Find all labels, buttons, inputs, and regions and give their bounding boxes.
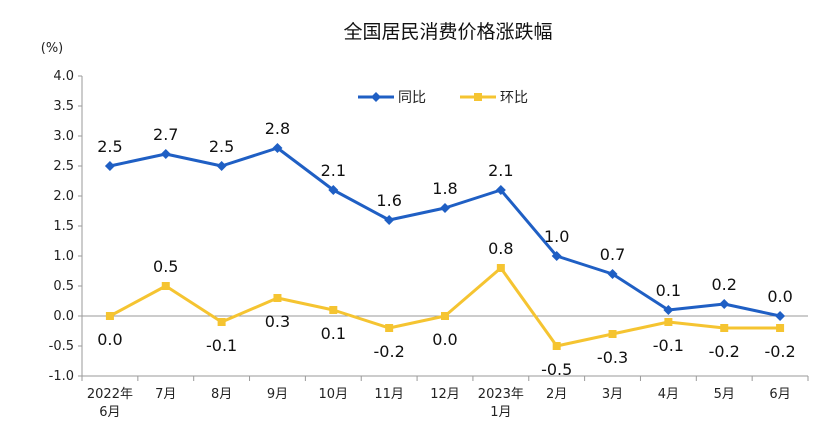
- series-marker: [496, 264, 505, 272]
- series-marker: [384, 215, 395, 225]
- series-marker: [608, 330, 617, 338]
- y-tick-label: 4.0: [53, 69, 74, 84]
- data-label: 0.0: [97, 330, 122, 349]
- data-label: 2.5: [209, 137, 234, 156]
- x-tick-label: 10月: [319, 387, 349, 402]
- data-label: 0.5: [153, 257, 178, 276]
- chart-title: 全国居民消费价格涨跌幅: [343, 21, 552, 43]
- series-marker: [664, 318, 673, 326]
- x-tick-label: 6月: [99, 405, 120, 420]
- x-tick-label: 3月: [602, 387, 623, 402]
- x-tick-label: 8月: [211, 387, 232, 402]
- legend-label: 同比: [398, 90, 426, 106]
- x-tick-label: 12月: [430, 387, 460, 402]
- series-marker: [272, 143, 283, 153]
- x-tick-label: 2023年: [478, 387, 524, 402]
- data-label: 1.6: [376, 191, 401, 210]
- x-tick-label: 5月: [714, 387, 735, 402]
- data-label: 2.1: [488, 161, 513, 180]
- x-tick-label: 4月: [658, 387, 679, 402]
- series-marker: [217, 318, 226, 326]
- y-tick-label: -1.0: [49, 369, 74, 384]
- data-label: 2.1: [321, 161, 346, 180]
- data-label: -0.1: [206, 336, 237, 355]
- x-tick-label: 1月: [490, 405, 511, 420]
- series-marker: [105, 312, 114, 320]
- series-marker: [216, 161, 227, 171]
- series-marker: [104, 161, 115, 171]
- x-tick-label: 9月: [267, 387, 288, 402]
- x-tick-label: 2月: [546, 387, 567, 402]
- series-marker: [720, 324, 729, 332]
- legend-label: 环比: [500, 90, 528, 106]
- y-tick-label: 1.0: [53, 249, 74, 264]
- data-label: -0.2: [764, 342, 795, 361]
- series-marker: [160, 149, 171, 159]
- data-label: -0.2: [709, 342, 740, 361]
- y-tick-label: -0.5: [49, 339, 74, 354]
- y-axis-unit: (%): [41, 41, 64, 56]
- data-label: 0.0: [432, 330, 457, 349]
- data-label: -0.2: [374, 342, 405, 361]
- y-tick-label: 2.0: [53, 189, 74, 204]
- series-marker: [441, 312, 449, 320]
- y-tick-label: 0.0: [53, 309, 74, 324]
- series-lines: [104, 143, 786, 350]
- data-label: 2.7: [153, 125, 178, 144]
- data-label: 0.2: [712, 275, 737, 294]
- data-label: 1.0: [544, 227, 569, 246]
- data-label: 0.3: [265, 312, 290, 331]
- series-marker: [385, 324, 394, 332]
- data-label: 2.5: [97, 137, 122, 156]
- series-marker: [495, 185, 506, 195]
- series-marker: [552, 342, 561, 350]
- data-label: 0.7: [600, 245, 625, 264]
- series-marker: [776, 324, 785, 332]
- legend: 同比 环比: [358, 90, 528, 106]
- series-marker: [329, 306, 338, 314]
- data-label: -0.1: [653, 336, 684, 355]
- data-label: 0.1: [321, 324, 346, 343]
- series-marker: [607, 269, 618, 279]
- axes: 4.0 3.5 3.0 2.5 2.0 1.5 1.0 0.5 0.0 -0.5 -1.0 2022年…: [49, 69, 809, 420]
- x-tick-label: 2022年: [87, 387, 133, 402]
- data-labels: 2.5 2.7 2.5 2.8 2.1 1.6 1.8 2.1 1.0 0.7 0.1 0.2 0.0 0…: [97, 119, 795, 379]
- data-label: -0.5: [541, 360, 572, 379]
- series-marker: [273, 294, 282, 302]
- data-label: 2.8: [265, 119, 290, 138]
- data-label: 0.0: [767, 287, 792, 306]
- y-tick-label: 0.5: [53, 279, 74, 294]
- y-tick-label: 1.5: [53, 219, 74, 234]
- data-label: -0.3: [597, 348, 628, 367]
- y-tick-label: 3.5: [53, 99, 74, 114]
- legend-marker: [371, 92, 381, 102]
- series-marker: [328, 185, 339, 195]
- x-tick-label: 6月: [769, 387, 790, 402]
- y-tick-label: 3.0: [53, 129, 74, 144]
- series-marker: [161, 282, 170, 290]
- series-marker: [551, 251, 562, 261]
- data-label: 1.8: [432, 179, 457, 198]
- data-label: 0.1: [656, 281, 681, 300]
- y-tick-label: 2.5: [53, 159, 74, 174]
- x-tick-label: 7月: [155, 387, 176, 402]
- data-label: 0.8: [488, 239, 513, 258]
- series-marker: [440, 203, 450, 213]
- legend-marker: [474, 93, 482, 101]
- x-tick-label: 11月: [374, 387, 404, 402]
- series-marker: [719, 299, 730, 309]
- series-marker: [775, 311, 786, 321]
- series-marker: [663, 305, 674, 315]
